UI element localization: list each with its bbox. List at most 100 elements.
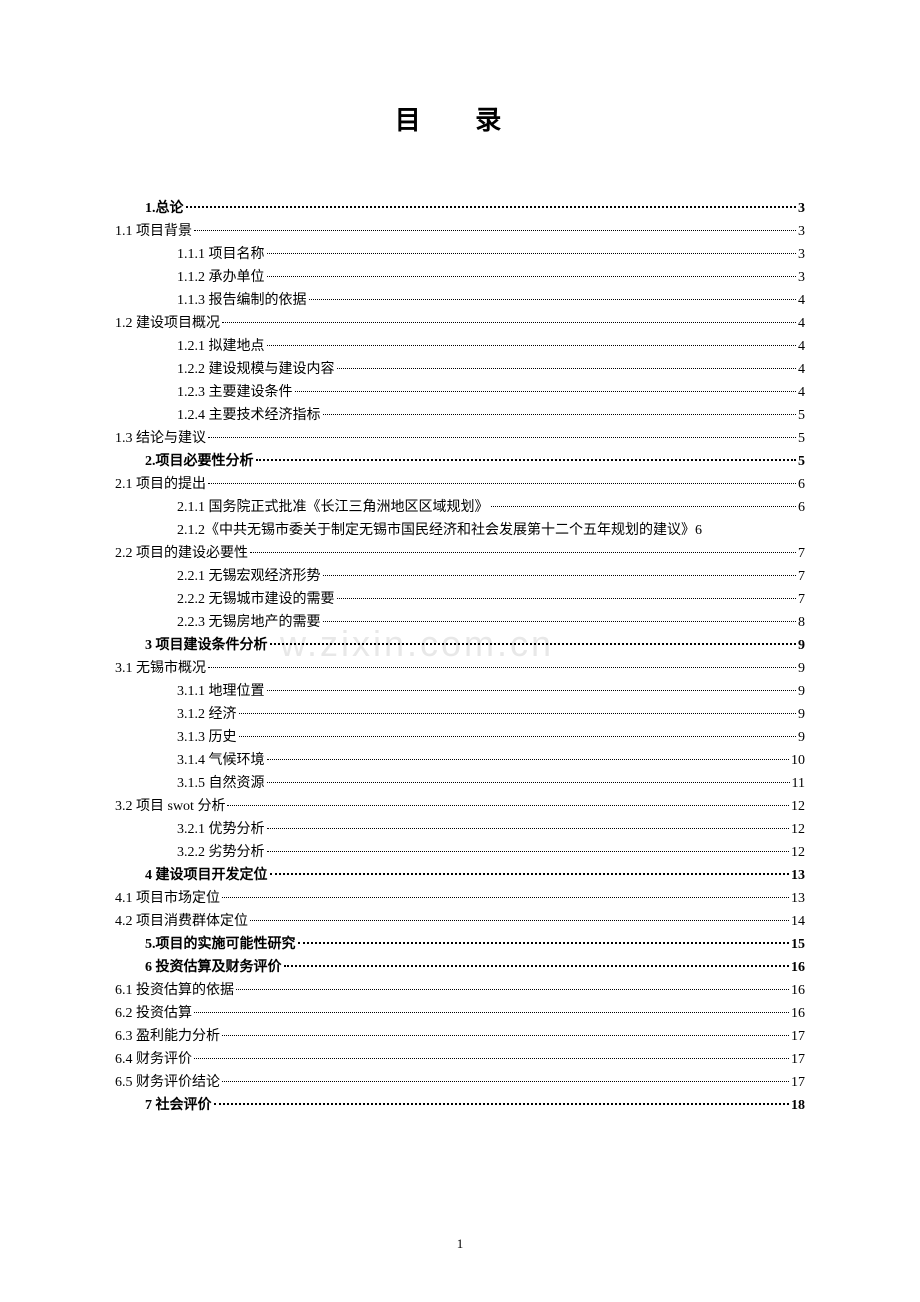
toc-entry-page: 4 — [798, 312, 805, 335]
toc-entry-leader — [250, 920, 789, 921]
toc-entry-label: 1.2.1 拟建地点 — [177, 335, 265, 358]
toc-entry-label: 5.项目的实施可能性研究 — [145, 933, 296, 956]
toc-entry-leader — [208, 667, 796, 668]
toc-entry-label: 3.1 无锡市概况 — [115, 657, 206, 680]
toc-entry: 3.2.2 劣势分析12 — [115, 841, 805, 864]
toc-entry-page: 9 — [798, 703, 805, 726]
toc-entry-leader — [208, 437, 796, 438]
toc-entry-leader — [491, 506, 797, 507]
toc-entry-label: 2.2.2 无锡城市建设的需要 — [177, 588, 335, 611]
toc-entry: 1.2.3 主要建设条件 4 — [115, 381, 805, 404]
toc-entry: 3.1.1 地理位置9 — [115, 680, 805, 703]
toc-entry-page: 18 — [791, 1094, 805, 1117]
toc-entry: 1.2.4 主要技术经济指标 5 — [115, 404, 805, 427]
toc-entry-label: 1.2.3 主要建设条件 — [177, 381, 293, 404]
toc-entry: 1.1 项目背景3 — [115, 220, 805, 243]
toc-entry-leader — [214, 1103, 790, 1105]
toc-entry-label: 6.5 财务评价结论 — [115, 1071, 220, 1094]
toc-entry: 1.2.1 拟建地点 4 — [115, 335, 805, 358]
toc-entry-leader — [267, 851, 790, 852]
toc-entry-label: 3 项目建设条件分析 — [145, 634, 268, 657]
toc-entry-label: 3.1.2 经济 — [177, 703, 237, 726]
toc-entry-leader — [284, 965, 790, 967]
toc-entry-label: 4.2 项目消费群体定位 — [115, 910, 248, 933]
toc-entry-page: 7 — [798, 542, 805, 565]
toc-entry-page: 3 — [798, 243, 805, 266]
toc-entry-label: 2.2 项目的建设必要性 — [115, 542, 248, 565]
toc-entry: 1.1.2 承办单位3 — [115, 266, 805, 289]
toc-entry-label: 3.2.1 优势分析 — [177, 818, 265, 841]
toc-entry-label: 1.1.3 报告编制的依据 — [177, 289, 307, 312]
toc-entry-leader — [208, 483, 796, 484]
toc-entry-leader — [194, 230, 796, 231]
toc-entry: 5.项目的实施可能性研究 15 — [115, 933, 805, 956]
toc-entry-leader — [239, 713, 797, 714]
toc-entry: 2.1.2《中共无锡市委关于制定无锡市国民经济和社会发展第十二个五年规划的建议》… — [115, 519, 805, 542]
toc-entry-page: 8 — [798, 611, 805, 634]
toc-entry-label: 3.1.1 地理位置 — [177, 680, 265, 703]
toc-entry: 7 社会评价 18 — [115, 1094, 805, 1117]
toc-entry-page: 5 — [798, 450, 805, 473]
toc-entry-page: 17 — [791, 1048, 805, 1071]
toc-entry-page: 5 — [798, 404, 805, 427]
toc-entry-label: 1.2.4 主要技术经济指标 — [177, 404, 321, 427]
toc-entry-label: 1.1.1 项目名称 — [177, 243, 265, 266]
toc-entry: 4.1 项目市场定位13 — [115, 887, 805, 910]
toc-entry-page: 13 — [791, 864, 805, 887]
toc-entry-page: 17 — [791, 1071, 805, 1094]
toc-entry: 3.1.4 气候环境10 — [115, 749, 805, 772]
toc-entry-page: 4 — [798, 335, 805, 358]
toc-entry-leader — [239, 736, 797, 737]
toc-entry-label: 3.2.2 劣势分析 — [177, 841, 265, 864]
toc-entry: 3 项目建设条件分析 9 — [115, 634, 805, 657]
toc-entry: 2.项目必要性分析 5 — [115, 450, 805, 473]
toc-entry-label: 3.1.3 历史 — [177, 726, 237, 749]
toc-entry-leader — [222, 1081, 789, 1082]
toc-entry-page: 16 — [791, 956, 805, 979]
toc-entry-page: 5 — [798, 427, 805, 450]
toc-entry: 3.1.2 经济 9 — [115, 703, 805, 726]
toc-entry-page: 9 — [798, 634, 805, 657]
toc-entry: 2.1 项目的提出6 — [115, 473, 805, 496]
toc-entry-label: 1.3 结论与建议 — [115, 427, 206, 450]
toc-entry: 3.1 无锡市概况9 — [115, 657, 805, 680]
toc-entry-label: 3.1.4 气候环境 — [177, 749, 265, 772]
toc-entry-page: 16 — [791, 1002, 805, 1025]
toc-entry-leader — [194, 1012, 789, 1013]
toc-entry: 3.2.1 优势分析12 — [115, 818, 805, 841]
toc-entry-label: 1.1.2 承办单位 — [177, 266, 265, 289]
toc-entry: 2.2.2 无锡城市建设的需要 7 — [115, 588, 805, 611]
toc-entry-page: 4 — [798, 289, 805, 312]
toc-entry-leader — [270, 643, 797, 645]
toc-entry: 4 建设项目开发定位 13 — [115, 864, 805, 887]
toc-entry-label: 6.2 投资估算 — [115, 1002, 192, 1025]
toc-entry-leader — [337, 368, 797, 369]
toc-entry: 2.2.1 无锡宏观经济形势7 — [115, 565, 805, 588]
toc-entry-label: 2.项目必要性分析 — [145, 450, 254, 473]
toc-entry-label: 1.2 建设项目概况 — [115, 312, 220, 335]
page-container: 目 录 1.总论31.1 项目背景31.1.1 项目名称31.1.2 承办单位3… — [0, 0, 920, 1177]
toc-entry-page: 15 — [791, 933, 805, 956]
toc-entry: 3.2 项目 swot 分析12 — [115, 795, 805, 818]
toc-entry: 6 投资估算及财务评价16 — [115, 956, 805, 979]
toc-entry-page: 7 — [798, 565, 805, 588]
toc-entry-leader — [267, 276, 797, 277]
toc-entry-page: 4 — [798, 381, 805, 404]
toc-entry-leader — [250, 552, 796, 553]
toc-entry-label: 2.2.3 无锡房地产的需要 — [177, 611, 321, 634]
toc-entry-page: 9 — [798, 726, 805, 749]
toc-entry-label: 7 社会评价 — [145, 1094, 212, 1117]
toc-entry-label: 1.1 项目背景 — [115, 220, 192, 243]
toc-entry-page: 14 — [791, 910, 805, 933]
toc-entry-leader — [186, 206, 797, 208]
toc-entry: 6.3 盈利能力分析17 — [115, 1025, 805, 1048]
toc-entry-leader — [267, 828, 790, 829]
toc-entry: 1.总论3 — [115, 197, 805, 220]
toc-entry-label: 6.4 财务评价 — [115, 1048, 192, 1071]
toc-entry: 3.1.5 自然资源11 — [115, 772, 805, 795]
toc-entry-label: 2.1.2《中共无锡市委关于制定无锡市国民经济和社会发展第十二个五年规划的建议》… — [177, 519, 702, 542]
toc-entry: 1.3 结论与建议 5 — [115, 427, 805, 450]
toc-entry-leader — [298, 942, 790, 944]
toc-entry-label: 4 建设项目开发定位 — [145, 864, 268, 887]
toc-entry-page: 7 — [798, 588, 805, 611]
